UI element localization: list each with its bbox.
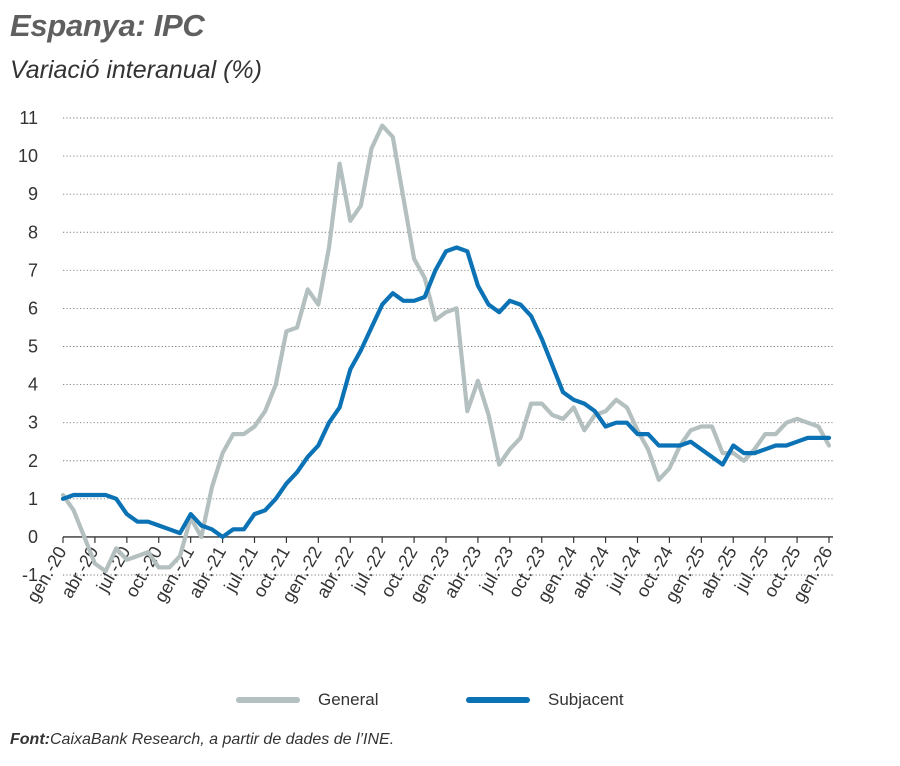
y-tick-label: 1 (28, 489, 38, 509)
series-lines (60, 123, 832, 574)
y-tick-label: 5 (28, 337, 38, 357)
source-text: CaixaBank Research, a partir de dades de… (49, 731, 395, 748)
chart-subtitle: Variació interanual (%) (10, 56, 262, 84)
source-label: Font: (10, 731, 50, 748)
legend-item-general: General (236, 686, 378, 714)
y-tick-label: 7 (28, 260, 38, 280)
grid-lines (63, 117, 833, 576)
legend-label-general: General (318, 690, 379, 709)
y-tick-label: 0 (28, 527, 38, 547)
y-tick-label: 6 (28, 298, 38, 318)
y-tick-label: 4 (28, 375, 38, 395)
chart-title: Espanya: IPC (10, 8, 205, 43)
y-tick-label: 8 (28, 222, 38, 242)
y-tick-label: -1 (22, 565, 38, 585)
legend-label-subjacent: Subjacent (548, 690, 624, 709)
line-chart: -1 0 1 2 3 4 5 6 7 8 9 10 11 gen.-20abr.-20jul.-20oc… (18, 108, 836, 606)
series-line-general (60, 123, 832, 574)
legend-swatch-general (236, 697, 300, 703)
source-note: Font:CaixaBank Research, a partir de dad… (10, 731, 394, 749)
y-tick-label: 9 (28, 184, 38, 204)
y-tick-label: 3 (28, 413, 38, 433)
y-tick-label: 11 (19, 108, 38, 128)
y-tick-label: 10 (18, 146, 38, 166)
series-line-subjacent (60, 245, 832, 540)
legend-swatch-subjacent (466, 697, 530, 703)
y-tick-label: 2 (28, 451, 38, 471)
legend: General Subjacent (0, 686, 900, 716)
x-axis-ticks: gen.-20abr.-20jul.-20oct.-20gen.-21abr.-… (23, 536, 836, 606)
y-axis-ticks: -1 0 1 2 3 4 5 6 7 8 9 10 11 (18, 108, 38, 585)
legend-item-subjacent: Subjacent (466, 686, 624, 714)
